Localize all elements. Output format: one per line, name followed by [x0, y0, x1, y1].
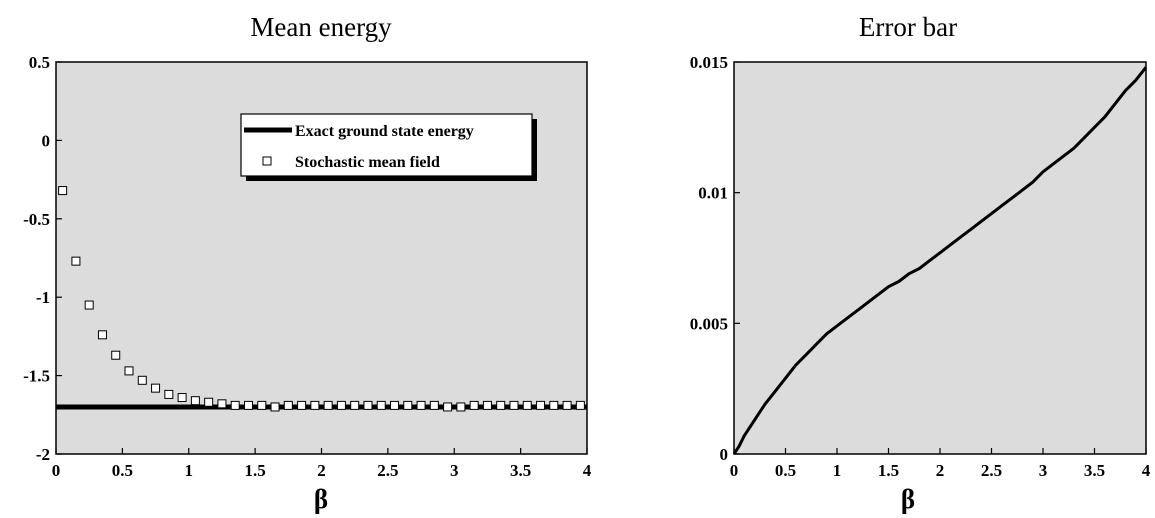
data-point-stochastic [350, 400, 360, 410]
legend-box [240, 113, 533, 177]
left-x-tick-label: 1.5 [245, 461, 266, 480]
data-point-stochastic [363, 400, 373, 410]
data-point-stochastic [562, 400, 572, 410]
right-x-tick-label: 3.5 [1084, 461, 1105, 480]
left-y-tick-label: 0 [42, 131, 51, 150]
right-plot-area [733, 61, 1147, 455]
data-point-stochastic [323, 400, 333, 410]
left-x-tick-label: 0 [52, 461, 61, 480]
data-point-stochastic [164, 389, 174, 399]
data-point-stochastic [456, 402, 466, 412]
data-point-stochastic [177, 393, 187, 403]
left-x-tick-label: 3 [450, 461, 459, 480]
data-point-stochastic [58, 186, 68, 196]
data-point-stochastic [469, 400, 479, 410]
data-point-stochastic [575, 400, 585, 410]
right-chart-title: Error bar [859, 12, 957, 42]
data-point-stochastic [549, 400, 559, 410]
right-x-tick-label: 2 [936, 461, 945, 480]
right-axis-ticks: 0 0.5 1 1.5 2 2.5 3 3.5 4 0 0.005 0.01 0.015 [690, 53, 1151, 480]
legend-label-exact: Exact ground state energy [295, 123, 474, 140]
right-x-axis-label: β [901, 484, 915, 514]
data-point-stochastic [124, 366, 134, 376]
data-point-stochastic [84, 300, 94, 310]
left-y-tick-label: -1.5 [23, 367, 50, 386]
data-point-stochastic [243, 400, 253, 410]
right-x-tick-label: 0 [730, 461, 739, 480]
data-point-stochastic [151, 383, 161, 393]
left-chart-title: Mean energy [250, 12, 392, 42]
right-y-tick-label: 0.01 [698, 184, 728, 203]
left-series [56, 186, 587, 412]
left-x-tick-label: 3.5 [510, 461, 531, 480]
data-point-stochastic [429, 400, 439, 410]
data-point-stochastic [336, 400, 346, 410]
legend: Exact ground state energy Stochastic mea… [240, 113, 537, 181]
left-y-tick-label: 0.5 [29, 53, 50, 72]
left-x-axis-label: β [314, 484, 328, 514]
data-point-stochastic [390, 400, 400, 410]
data-point-stochastic [416, 400, 426, 410]
left-x-tick-label: 2.5 [377, 461, 398, 480]
data-point-stochastic [71, 256, 81, 266]
right-y-tick-label: 0.015 [690, 53, 728, 72]
data-point-stochastic [536, 400, 546, 410]
right-y-tick-label: 0.005 [690, 314, 728, 333]
data-point-stochastic [509, 400, 519, 410]
left-axis-ticks: 0 0.5 1 1.5 2 2.5 3 3.5 4 -2 -1.5 -1 -0.5 0 0.5 [23, 53, 592, 480]
data-point-stochastic [137, 375, 147, 385]
left-y-tick-label: -2 [36, 445, 50, 464]
legend-swatch-stochastic [262, 156, 272, 166]
left-y-tick-label: -1 [36, 288, 50, 307]
data-point-stochastic [111, 350, 121, 360]
right-x-tick-label: 1 [833, 461, 842, 480]
data-point-stochastic [217, 399, 227, 409]
right-x-tick-label: 2.5 [981, 461, 1002, 480]
legend-label-stochastic: Stochastic mean field [295, 154, 440, 171]
left-x-tick-label: 1 [185, 461, 194, 480]
data-point-stochastic [97, 330, 107, 340]
left-x-tick-label: 0.5 [112, 461, 133, 480]
right-x-tick-label: 4 [1142, 461, 1151, 480]
data-point-stochastic [204, 397, 214, 407]
left-x-tick-label: 2 [317, 461, 326, 480]
data-point-stochastic [376, 400, 386, 410]
data-point-stochastic [297, 400, 307, 410]
data-point-stochastic [443, 402, 453, 412]
right-series [732, 66, 1148, 455]
right-x-tick-label: 3 [1039, 461, 1048, 480]
data-point-stochastic [270, 402, 280, 412]
data-point-stochastic [403, 400, 413, 410]
data-point-stochastic [310, 400, 320, 410]
data-point-stochastic [257, 400, 267, 410]
data-point-stochastic [482, 400, 492, 410]
left-y-tick-label: -0.5 [23, 210, 50, 229]
data-point-stochastic [522, 400, 532, 410]
data-point-stochastic [230, 400, 240, 410]
data-point-stochastic [190, 396, 200, 406]
series-line-error-bar [732, 66, 1148, 455]
data-point-stochastic [283, 400, 293, 410]
left-x-tick-label: 4 [583, 461, 592, 480]
right-y-tick-label: 0 [720, 445, 729, 464]
data-point-stochastic [496, 400, 506, 410]
right-x-tick-label: 0.5 [775, 461, 796, 480]
right-x-tick-label: 1.5 [878, 461, 899, 480]
